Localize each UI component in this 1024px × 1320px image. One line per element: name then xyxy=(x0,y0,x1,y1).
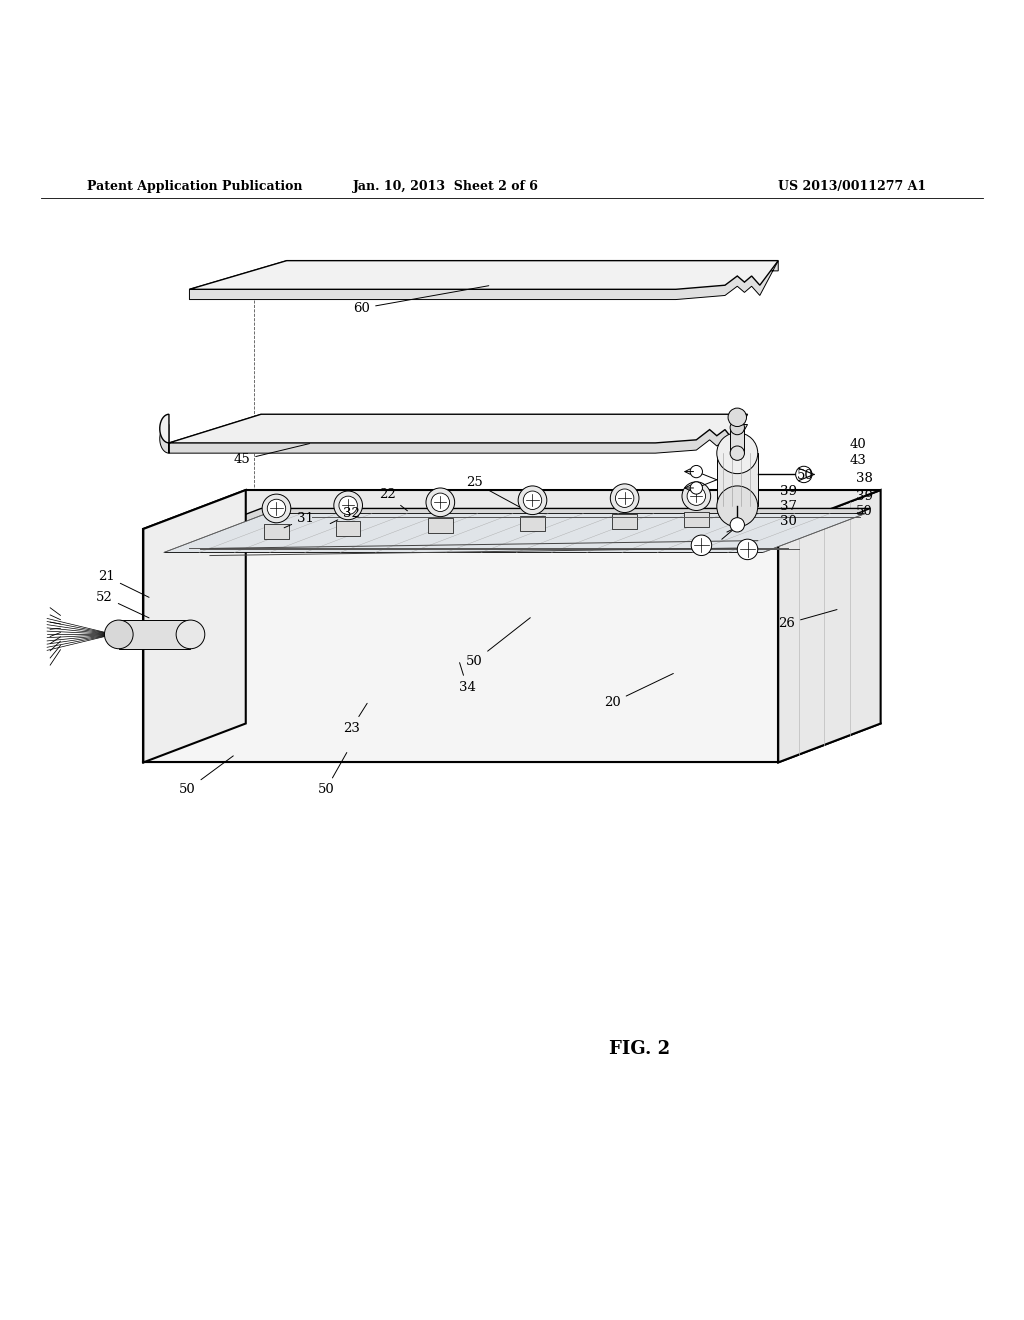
Text: 43: 43 xyxy=(850,454,866,467)
Circle shape xyxy=(687,487,706,506)
Bar xyxy=(119,620,190,648)
Text: 21: 21 xyxy=(98,570,150,598)
Circle shape xyxy=(176,620,205,648)
Circle shape xyxy=(737,539,758,560)
Text: 50: 50 xyxy=(466,618,530,668)
Bar xyxy=(612,513,637,529)
Bar xyxy=(717,453,758,507)
Polygon shape xyxy=(159,508,870,548)
Circle shape xyxy=(717,433,758,474)
Polygon shape xyxy=(189,260,778,289)
Text: 22: 22 xyxy=(379,488,408,511)
Text: 34: 34 xyxy=(459,663,475,694)
Text: 45: 45 xyxy=(233,444,309,466)
Circle shape xyxy=(728,408,746,426)
Bar xyxy=(730,428,744,453)
Circle shape xyxy=(262,494,291,523)
Bar xyxy=(684,512,709,527)
Text: 50: 50 xyxy=(179,756,233,796)
Circle shape xyxy=(717,486,758,527)
Circle shape xyxy=(730,420,744,434)
Text: Jan. 10, 2013  Sheet 2 of 6: Jan. 10, 2013 Sheet 2 of 6 xyxy=(352,181,539,194)
Bar xyxy=(520,516,545,531)
Polygon shape xyxy=(143,490,881,529)
Circle shape xyxy=(690,482,702,494)
Polygon shape xyxy=(160,414,748,444)
Circle shape xyxy=(104,620,133,648)
Circle shape xyxy=(730,517,744,532)
Circle shape xyxy=(691,535,712,556)
Text: 23: 23 xyxy=(343,704,368,735)
Polygon shape xyxy=(778,490,881,763)
Text: FIG. 2: FIG. 2 xyxy=(609,1040,671,1059)
Text: 50: 50 xyxy=(856,506,872,517)
Circle shape xyxy=(682,482,711,511)
Circle shape xyxy=(334,491,362,520)
Text: 26: 26 xyxy=(778,610,837,630)
Polygon shape xyxy=(189,260,778,300)
Text: 30: 30 xyxy=(780,515,797,528)
Text: 39: 39 xyxy=(856,490,873,503)
Circle shape xyxy=(615,488,634,507)
Bar xyxy=(428,517,453,533)
Polygon shape xyxy=(143,529,778,763)
Circle shape xyxy=(610,484,639,512)
Bar xyxy=(336,520,360,536)
Circle shape xyxy=(796,466,812,483)
Bar xyxy=(264,524,289,539)
Text: 50: 50 xyxy=(797,469,813,482)
Polygon shape xyxy=(160,414,748,453)
Circle shape xyxy=(426,488,455,516)
Polygon shape xyxy=(164,513,865,553)
Text: 20: 20 xyxy=(604,673,674,709)
Circle shape xyxy=(690,466,702,478)
Text: 25: 25 xyxy=(466,477,520,507)
Text: 32: 32 xyxy=(330,507,359,524)
Polygon shape xyxy=(143,490,246,763)
Text: Patent Application Publication: Patent Application Publication xyxy=(87,181,302,194)
Text: 40: 40 xyxy=(850,438,866,451)
Text: 37: 37 xyxy=(780,500,798,513)
Circle shape xyxy=(267,499,286,517)
Circle shape xyxy=(431,494,450,512)
Circle shape xyxy=(730,446,744,461)
Text: 38: 38 xyxy=(856,473,872,486)
Circle shape xyxy=(339,496,357,515)
Text: 60: 60 xyxy=(353,285,488,315)
Text: 31: 31 xyxy=(284,512,313,528)
Circle shape xyxy=(518,486,547,515)
Text: 52: 52 xyxy=(96,590,150,618)
Circle shape xyxy=(523,491,542,510)
Text: 39: 39 xyxy=(780,484,798,498)
Text: 50: 50 xyxy=(317,752,347,796)
Text: US 2013/0011277 A1: US 2013/0011277 A1 xyxy=(778,181,927,194)
